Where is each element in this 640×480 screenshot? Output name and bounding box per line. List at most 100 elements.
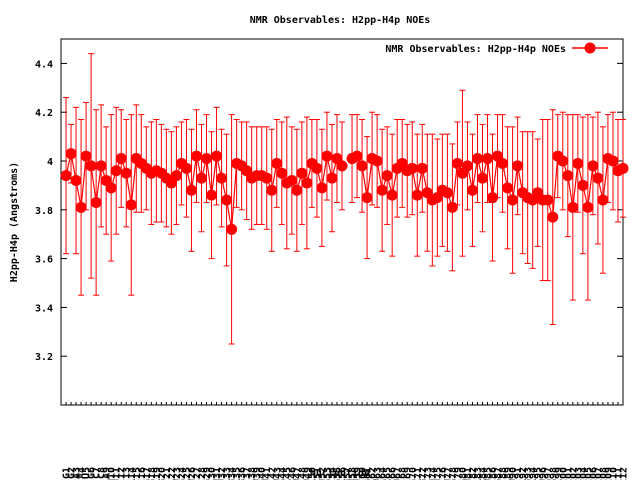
x-tick-label: C100 xyxy=(558,467,569,480)
data-point xyxy=(617,162,629,174)
x-tick-label: C21 xyxy=(162,467,173,480)
x-tick-label: C15 xyxy=(132,467,143,480)
x-tick-label: C86 xyxy=(488,467,499,480)
x-tick-label: U32 xyxy=(217,467,228,480)
data-point xyxy=(326,172,338,184)
data-point xyxy=(356,160,368,172)
x-tick-label: A92 xyxy=(518,467,529,480)
x-tick-label: U101 xyxy=(563,467,574,480)
data-point xyxy=(461,160,473,172)
data-point xyxy=(211,150,223,162)
data-point xyxy=(406,162,418,174)
data-point xyxy=(185,184,197,196)
x-tick-label: G97 xyxy=(543,467,554,480)
x-tick-label: G87 xyxy=(493,467,504,480)
y-tick-label: 3.8 xyxy=(35,206,53,217)
data-point xyxy=(411,189,423,201)
data-point xyxy=(120,167,132,179)
data-point xyxy=(416,162,428,174)
data-point xyxy=(482,153,494,165)
x-tick-label: G70 xyxy=(408,467,419,480)
data-point xyxy=(226,223,238,235)
x-tick-label: A109 xyxy=(603,467,614,480)
x-tick-label: G6 xyxy=(87,467,98,479)
data-point xyxy=(95,160,107,172)
legend-label: NMR Observables: H2pp-H4p NOEs xyxy=(385,44,566,55)
x-tick-label: A102 xyxy=(568,467,579,480)
data-point xyxy=(336,160,348,172)
data-point xyxy=(90,196,102,208)
data-point xyxy=(446,201,458,213)
x-tick-label: C16 xyxy=(137,467,148,480)
x-tick-label: U47 xyxy=(292,467,303,480)
x-tick-label: U59 xyxy=(353,467,364,480)
x-tick-label: A84 xyxy=(478,467,489,480)
data-points xyxy=(60,148,629,235)
x-tick-label: U90 xyxy=(508,467,519,480)
x-tick-label: A46 xyxy=(287,467,298,480)
x-tick-label: C73 xyxy=(423,467,434,480)
x-tick-label: G1 xyxy=(62,467,73,479)
x-tick-label: G80 xyxy=(458,467,469,480)
data-point xyxy=(607,155,619,167)
x-tick-label: A9 xyxy=(102,467,113,479)
x-tick-label: C106 xyxy=(588,467,599,480)
x-tick-label: U11 xyxy=(112,467,123,480)
x-tick-label: U43 xyxy=(272,467,283,480)
x-tick-label: A25 xyxy=(182,467,193,480)
data-point xyxy=(261,172,273,184)
data-point xyxy=(477,172,488,184)
x-tick-label: G98 xyxy=(548,467,559,480)
x-tick-label: C27 xyxy=(192,467,203,480)
data-point xyxy=(85,160,97,172)
data-point xyxy=(592,172,604,184)
data-point xyxy=(597,194,609,206)
x-tick-label: A14 xyxy=(127,467,138,480)
x-tick-label: C12 xyxy=(117,467,128,480)
x-tick-label: U96 xyxy=(538,467,549,480)
data-point xyxy=(105,182,117,194)
x-tick-label: A35 xyxy=(232,467,243,480)
x-tick-label: C7 xyxy=(92,467,103,479)
x-tick-label: G18 xyxy=(147,467,158,480)
x-tick-label: A38 xyxy=(247,467,258,480)
x-tick-label: A94 xyxy=(528,467,539,480)
data-point xyxy=(316,182,328,194)
data-point xyxy=(266,184,278,196)
data-point xyxy=(115,153,127,165)
data-point xyxy=(70,175,82,187)
y-tick-label: 4.4 xyxy=(35,59,53,70)
x-tick-label: A71 xyxy=(413,467,424,480)
data-point xyxy=(80,150,92,162)
y-tick-label: 4.2 xyxy=(35,108,53,119)
data-point xyxy=(507,194,519,206)
data-point xyxy=(286,175,298,187)
y-tick-label: 3.2 xyxy=(35,352,53,363)
data-point xyxy=(351,150,363,162)
x-tick-label: U52 xyxy=(317,467,328,480)
data-point xyxy=(361,192,373,204)
x-tick-label: C68 xyxy=(398,467,409,480)
y-tick-label: 3.6 xyxy=(35,255,53,266)
x-tick-label: A83 xyxy=(473,467,484,480)
x-tick-label: G20 xyxy=(157,467,168,480)
data-point xyxy=(321,150,333,162)
x-tick-label: A33 xyxy=(222,467,233,480)
data-point xyxy=(190,150,202,162)
x-tick-label: U105 xyxy=(583,467,594,480)
x-tick-label: C54 xyxy=(327,467,338,480)
x-tick-label: A89 xyxy=(503,467,514,480)
x-tick-label: U58 xyxy=(348,467,359,480)
x-tick-label: A3 xyxy=(72,467,83,479)
data-point xyxy=(386,189,398,201)
x-tick-label: A99 xyxy=(553,467,564,480)
x-tick-label: C108 xyxy=(598,467,609,480)
x-axis: G1G2A3A4U5G6C7C8A9U10U11C12C13A14C15C16G… xyxy=(62,402,630,480)
data-point xyxy=(221,194,233,206)
plot-area-frame xyxy=(60,38,624,406)
x-tick-label: A45 xyxy=(282,467,293,480)
x-tick-label: U110 xyxy=(608,467,619,480)
x-tick-label: G40 xyxy=(257,467,268,480)
x-tick-label: U67 xyxy=(393,467,404,480)
